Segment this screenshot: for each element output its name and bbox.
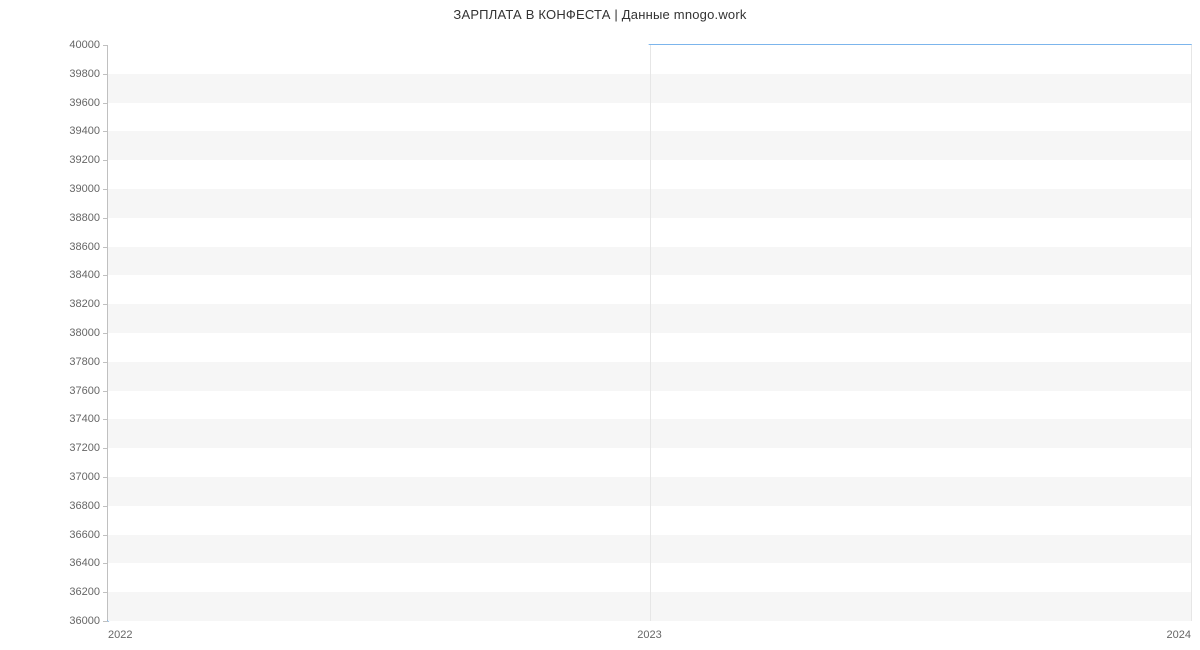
y-tick-label: 39200 [69, 154, 100, 166]
y-tick-label: 37000 [69, 471, 100, 483]
y-tick-mark [103, 391, 108, 392]
y-tick-mark [103, 45, 108, 46]
y-tick-mark [103, 362, 108, 363]
x-tick-label: 2022 [108, 629, 132, 641]
y-tick-mark [103, 506, 108, 507]
y-tick-label: 36000 [69, 615, 100, 627]
y-tick-label: 36600 [69, 529, 100, 541]
y-tick-mark [103, 592, 108, 593]
salary-chart: ЗАРПЛАТА В КОНФЕСТА | Данные mnogo.work … [0, 0, 1200, 650]
x-tick-label: 2024 [1167, 629, 1191, 641]
y-tick-label: 38800 [69, 212, 100, 224]
y-tick-mark [103, 160, 108, 161]
x-tick-label: 2023 [637, 629, 661, 641]
plot-area: 3600036200364003660036800370003720037400… [107, 45, 1191, 621]
y-tick-mark [103, 563, 108, 564]
y-tick-mark [103, 448, 108, 449]
y-tick-mark [103, 419, 108, 420]
x-grid-line [1191, 45, 1192, 621]
x-grid-line [650, 45, 651, 621]
y-tick-label: 39000 [69, 183, 100, 195]
y-tick-label: 36200 [69, 586, 100, 598]
y-tick-mark [103, 131, 108, 132]
y-tick-mark [103, 621, 108, 622]
y-tick-label: 39400 [69, 125, 100, 137]
y-tick-mark [103, 333, 108, 334]
y-tick-mark [103, 103, 108, 104]
y-tick-mark [103, 535, 108, 536]
y-tick-label: 38200 [69, 298, 100, 310]
y-tick-label: 36800 [69, 500, 100, 512]
y-tick-label: 38600 [69, 241, 100, 253]
y-tick-mark [103, 275, 108, 276]
y-tick-mark [103, 189, 108, 190]
y-tick-label: 39800 [69, 68, 100, 80]
y-tick-mark [103, 247, 108, 248]
y-tick-mark [103, 218, 108, 219]
y-tick-label: 38400 [69, 269, 100, 281]
y-tick-label: 36400 [69, 557, 100, 569]
y-tick-mark [103, 477, 108, 478]
y-tick-label: 39600 [69, 97, 100, 109]
y-tick-label: 38000 [69, 327, 100, 339]
y-tick-mark [103, 74, 108, 75]
y-tick-label: 37800 [69, 356, 100, 368]
y-tick-label: 40000 [69, 39, 100, 51]
y-tick-mark [103, 304, 108, 305]
chart-title: ЗАРПЛАТА В КОНФЕСТА | Данные mnogo.work [0, 7, 1200, 22]
y-tick-label: 37400 [69, 413, 100, 425]
y-tick-label: 37600 [69, 385, 100, 397]
y-tick-label: 37200 [69, 442, 100, 454]
